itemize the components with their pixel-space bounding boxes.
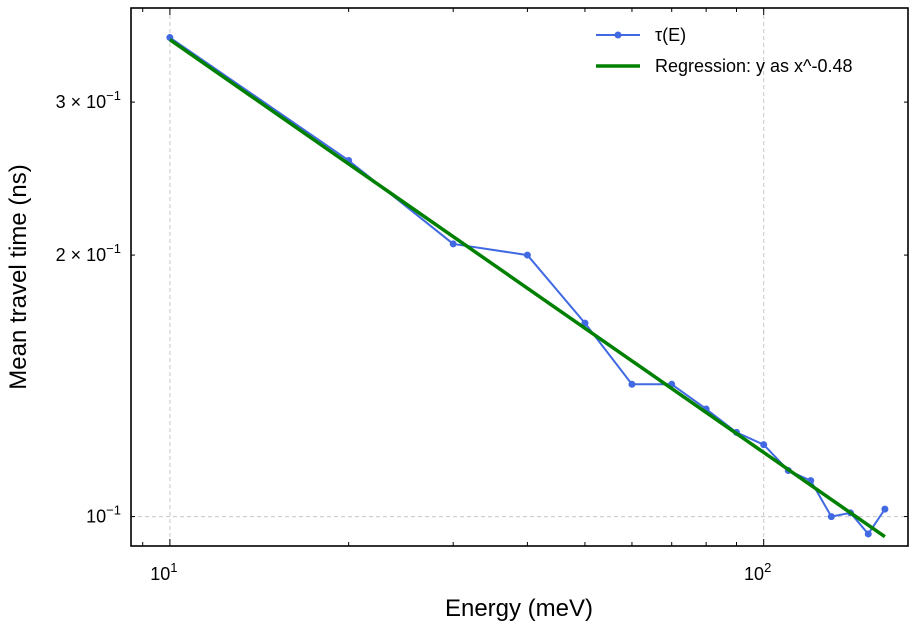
tau-series-line bbox=[169, 36, 886, 535]
tau-data-point bbox=[628, 380, 636, 388]
legend-marker-series-1 bbox=[614, 31, 622, 39]
regression-line bbox=[168, 38, 886, 539]
series-layer bbox=[166, 34, 889, 539]
tau-data-point bbox=[881, 505, 889, 513]
tau-data-point bbox=[827, 513, 835, 521]
tau-data-point bbox=[581, 319, 589, 327]
tau-data-point bbox=[523, 251, 531, 259]
legend-label-series-1: τ(E) bbox=[655, 25, 686, 45]
x-axis-title: Energy (meV) bbox=[445, 595, 593, 622]
grid bbox=[131, 8, 908, 546]
tau-data-point bbox=[760, 441, 768, 449]
plot-frame bbox=[130, 7, 909, 547]
legend: τ(E) Regression: y as x^-0.48 bbox=[596, 25, 853, 76]
legend-label-series-2: Regression: y as x^-0.48 bbox=[655, 56, 853, 76]
tau-data-point bbox=[449, 240, 457, 248]
y-axis-title: Mean travel time (ns) bbox=[5, 164, 32, 389]
tau-data-point bbox=[864, 530, 872, 538]
